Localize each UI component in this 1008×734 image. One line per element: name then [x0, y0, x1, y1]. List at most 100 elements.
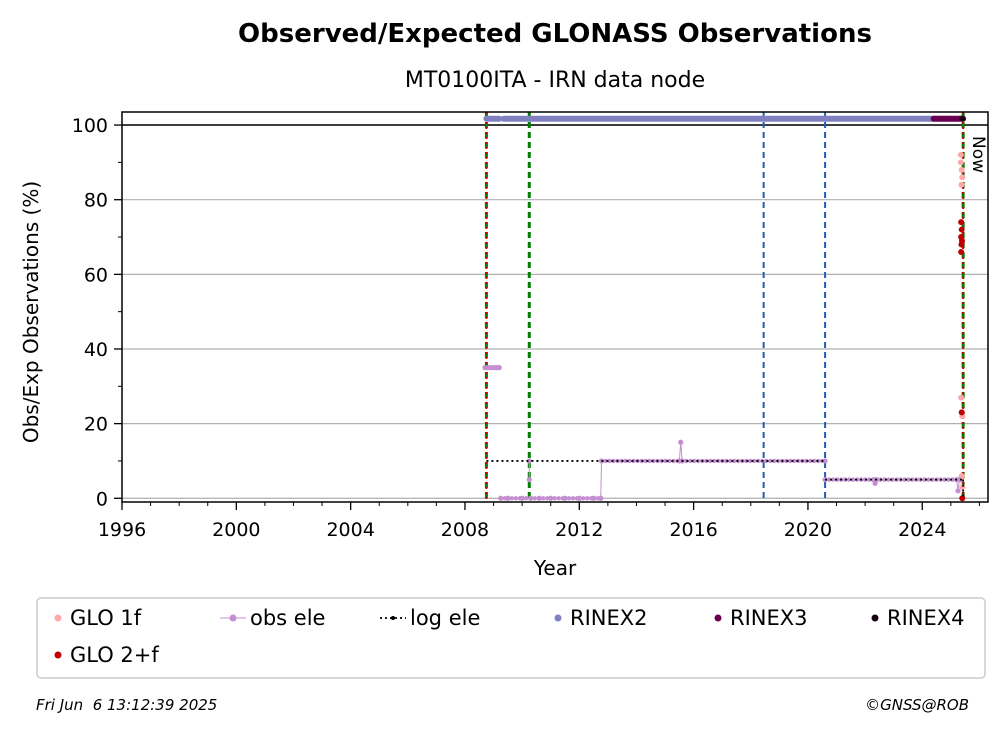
- data-point-obs-ele: [623, 458, 628, 464]
- data-point-obs-ele: [763, 458, 769, 464]
- data-point-obs-ele: [950, 477, 955, 482]
- y-axis-label: Obs/Exp Observations (%): [19, 181, 43, 443]
- data-point-glo-2-f: [959, 495, 966, 502]
- data-point-glo-2-f: [958, 241, 965, 248]
- data-point-obs-ele: [826, 477, 832, 482]
- data-point-obs-ele: [651, 458, 656, 464]
- data-point-glo-2-f: [958, 409, 965, 416]
- data-point-obs-ele: [498, 496, 503, 501]
- data-point-obs-ele: [663, 458, 668, 464]
- data-point-obs-ele: [552, 496, 557, 501]
- legend-label-obs-ele: obs ele: [250, 606, 325, 630]
- data-point-obs-ele: [783, 458, 789, 464]
- data-point-obs-ele: [643, 458, 648, 464]
- data-point-obs-ele: [562, 496, 568, 501]
- data-point-obs-ele: [803, 458, 809, 464]
- data-point-rinex4: [959, 115, 966, 122]
- x-tick-label: 2012: [555, 519, 603, 541]
- data-point-obs-ele: [667, 458, 672, 464]
- legend-marker-rinex3: [714, 614, 722, 622]
- data-point-glo-1f: [959, 174, 966, 181]
- data-point-obs-ele: [691, 458, 697, 464]
- data-point-obs-ele: [787, 458, 793, 464]
- data-point-obs-ele: [581, 496, 586, 501]
- data-point-obs-ele: [509, 496, 515, 501]
- data-point-glo-1f: [957, 159, 964, 166]
- data-point-obs-ele: [727, 458, 733, 464]
- y-tick-label: 40: [84, 339, 108, 361]
- legend-label-rinex2: RINEX2: [570, 606, 648, 630]
- x-tick-label: 2016: [669, 519, 717, 541]
- data-point-obs-ele: [595, 496, 600, 501]
- data-point-obs-ele: [906, 477, 911, 482]
- data-point-obs-ele: [607, 458, 612, 464]
- data-point-obs-ele: [890, 477, 895, 482]
- data-point-obs-ele: [751, 458, 757, 464]
- legend-marker-dot-log-ele: [391, 616, 395, 620]
- data-point-obs-ele: [591, 496, 596, 501]
- data-point-obs-ele: [846, 477, 852, 482]
- data-point-obs-ele: [556, 496, 561, 501]
- data-point-obs-ele: [791, 458, 797, 464]
- data-point-obs-ele: [541, 496, 546, 501]
- data-point-obs-ele: [671, 458, 676, 464]
- legend-marker-glo-2-f: [54, 651, 62, 659]
- chart-subtitle: MT0100ITA - IRN data node: [405, 68, 705, 93]
- data-point-obs-ele: [537, 496, 542, 501]
- x-tick-label: 2024: [898, 519, 946, 541]
- x-tick-label: 1996: [98, 519, 146, 541]
- data-point-obs-ele: [850, 477, 856, 482]
- data-point-obs-ele: [627, 458, 632, 464]
- y-tick-label: 0: [96, 488, 108, 510]
- footer-credit: ©GNSS@ROB: [865, 696, 969, 714]
- data-point-obs-ele: [955, 488, 961, 494]
- x-tick-label: 2020: [784, 519, 832, 541]
- legend-label-rinex4: RINEX4: [887, 606, 965, 630]
- data-point-obs-ele: [902, 477, 907, 482]
- legend-marker-glo-1f: [54, 614, 62, 622]
- data-point-obs-ele: [502, 496, 507, 501]
- data-point-obs-ele: [743, 458, 749, 464]
- data-point-obs-ele: [505, 496, 511, 501]
- data-point-obs-ele: [687, 458, 693, 464]
- series-line-obs-ele: [600, 442, 826, 499]
- data-point-obs-ele: [747, 458, 753, 464]
- legend-marker-rinex2: [554, 614, 562, 622]
- data-point-obs-ele: [807, 458, 813, 464]
- data-point-obs-ele: [570, 496, 576, 501]
- data-point-obs-ele: [830, 477, 836, 482]
- plot-area: 1996 2000 2004 2008 2012 2016 2020 2024 0 20 40 60 8…: [72, 111, 989, 541]
- x-axis-label: Year: [533, 556, 577, 580]
- data-point-obs-ele: [532, 496, 537, 501]
- data-point-obs-ele: [882, 477, 887, 482]
- legend: GLO 1f obs ele log ele RINEX2 RINEX3 RINEX4 GL…: [36, 597, 986, 679]
- x-tick-label: 2000: [212, 519, 260, 541]
- data-point-obs-ele: [585, 496, 590, 501]
- data-point-obs-ele: [723, 458, 729, 464]
- data-point-obs-ele: [922, 477, 927, 482]
- footer-timestamp: Fri Jun 6 13:12:39 2025: [36, 696, 217, 714]
- data-point-obs-ele: [886, 477, 891, 482]
- data-point-obs-ele: [598, 495, 604, 501]
- legend-marker-dot-obs-ele: [229, 614, 237, 622]
- data-point-obs-ele: [566, 496, 572, 501]
- data-point-obs-ele: [495, 365, 501, 370]
- y-tick-label: 80: [84, 190, 108, 212]
- x-tick-label: 2004: [326, 519, 374, 541]
- legend-label-glo-2-f: GLO 2+f: [70, 643, 159, 667]
- data-point-glo-1f: [958, 166, 965, 173]
- data-point-obs-ele: [526, 458, 532, 464]
- legend-label-rinex3: RINEX3: [730, 606, 808, 630]
- data-point-obs-ele: [910, 477, 915, 482]
- data-point-obs-ele: [707, 458, 713, 464]
- data-point-obs-ele: [528, 496, 533, 501]
- legend-label-log-ele: log ele: [410, 606, 480, 630]
- data-point-glo-2-f: [958, 219, 965, 226]
- y-tick-label: 20: [84, 414, 108, 436]
- data-point-obs-ele: [767, 458, 773, 464]
- data-point-obs-ele: [930, 477, 935, 482]
- legend-marker-rinex4: [871, 614, 879, 622]
- data-point-glo-2-f: [958, 248, 965, 255]
- data-point-obs-ele: [678, 439, 684, 445]
